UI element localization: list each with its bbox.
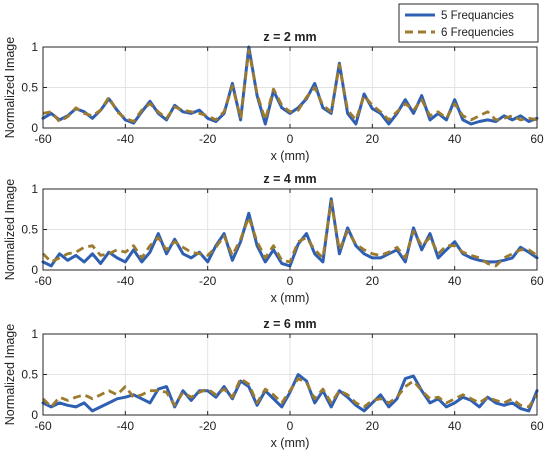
x-tick-label: -60 (34, 132, 52, 146)
x-axis-label: x (mm) (271, 149, 310, 163)
y-tick-label: 1 (31, 40, 38, 54)
x-tick-label: 60 (530, 419, 544, 433)
panel-2: -60 -40 -20 0 20 40 60 0 0.5 1 z = 4 mm x (mm) Norma… (3, 172, 544, 305)
y-tick-label: 0 (31, 408, 38, 422)
y-axis-label: Normalized Image (3, 324, 17, 425)
x-tick-label: -40 (117, 274, 135, 288)
panel-title: z = 2 mm (263, 30, 316, 44)
x-tick-label: 20 (366, 419, 380, 433)
x-axis-label: x (mm) (271, 291, 310, 305)
y-tick-label: 0.5 (21, 81, 38, 95)
x-tick-label: 0 (287, 419, 294, 433)
y-tick-label: 0.5 (21, 368, 38, 382)
series-line-1 (41, 45, 539, 126)
x-tick-label: 40 (448, 274, 462, 288)
y-tick-label: 0.5 (21, 223, 38, 237)
legend-label-1: 5 Frequancies (441, 10, 514, 22)
panel-3: -60 -40 -20 0 20 40 60 0 0.5 1 z = 6 mm x (mm) Norma… (3, 317, 544, 450)
x-tick-label: -20 (199, 132, 217, 146)
series-line-2 (42, 199, 538, 268)
x-tick-label: 0 (287, 132, 294, 146)
panel-title: z = 4 mm (263, 172, 316, 186)
panel-1: -60 -40 -20 0 20 40 60 0 0.5 1 z = 2 mm x (mm) Norma… (3, 30, 544, 163)
x-tick-label: 0 (287, 274, 294, 288)
x-tick-label: 20 (366, 132, 380, 146)
x-tick-label: 40 (448, 419, 462, 433)
x-tick-label: -40 (117, 419, 135, 433)
panel-title: z = 6 mm (263, 317, 316, 331)
x-tick-label: -40 (117, 132, 135, 146)
series-line-2 (42, 48, 538, 123)
x-axis-label: x (mm) (271, 436, 310, 450)
legend-box (398, 3, 539, 43)
x-tick-label: -20 (199, 274, 217, 288)
y-axis-label: Normalized Image (3, 179, 17, 280)
series-line-1 (41, 197, 539, 268)
legend: 5 Frequancies 6 Frequencies (398, 3, 539, 43)
y-tick-label: 1 (31, 182, 38, 196)
x-tick-label: 40 (448, 132, 462, 146)
x-tick-label: 20 (366, 274, 380, 288)
x-tick-label: -60 (34, 419, 52, 433)
series-line-2 (42, 377, 539, 409)
y-axis-label: Normalized Image (3, 37, 17, 138)
x-tick-label: 60 (530, 274, 544, 288)
x-tick-label: -20 (199, 419, 217, 433)
y-tick-label: 0 (31, 263, 38, 277)
x-tick-label: -60 (34, 274, 52, 288)
legend-label-2: 6 Frequencies (441, 27, 514, 39)
y-tick-label: 1 (31, 327, 38, 341)
y-tick-label: 0 (31, 121, 38, 135)
x-tick-label: 60 (530, 132, 544, 146)
